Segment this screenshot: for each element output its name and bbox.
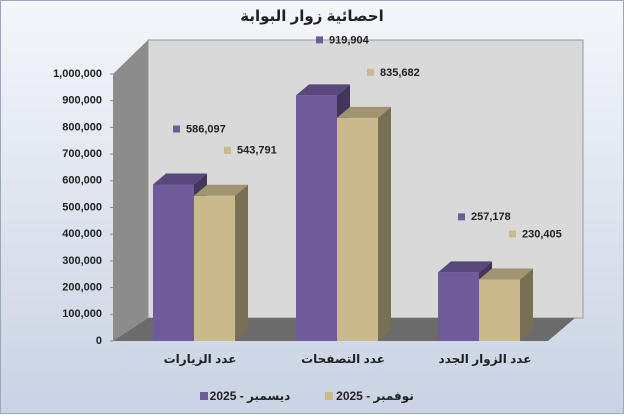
y-tick-label: 600,000 xyxy=(62,175,102,187)
bar-top xyxy=(296,84,350,96)
data-label: 586,097 xyxy=(186,123,226,135)
bar xyxy=(438,272,479,341)
legend-swatch xyxy=(325,392,333,400)
label-marker xyxy=(367,68,374,76)
bar-top xyxy=(153,173,207,185)
x-tick-label: عدد الزوار الجدد xyxy=(439,352,532,367)
y-tick-label: 300,000 xyxy=(62,255,102,267)
y-tick-label: 400,000 xyxy=(62,228,102,240)
bar xyxy=(479,279,520,341)
bar xyxy=(153,184,194,341)
label-marker xyxy=(173,125,180,133)
y-tick-label: 0 xyxy=(96,335,102,347)
label-marker xyxy=(224,146,231,154)
x-tick-label: عدد الزيارات xyxy=(164,352,237,366)
data-label: 835,682 xyxy=(380,67,420,79)
bar xyxy=(337,117,378,341)
legend-label: نوفمبر - 2025 xyxy=(336,389,414,404)
y-tick-label: 500,000 xyxy=(62,201,102,213)
label-marker xyxy=(509,230,516,238)
chart-title: احصائية زوار البوابة xyxy=(240,8,383,25)
legend-label: ديسمبر - 2025 xyxy=(210,389,291,403)
x-tick-label: عدد التصفحات xyxy=(301,352,385,366)
bar xyxy=(194,195,235,341)
data-label: 543,791 xyxy=(237,145,277,157)
data-label: 230,405 xyxy=(522,228,562,240)
y-tick-label: 800,000 xyxy=(62,121,102,133)
label-marker xyxy=(316,36,323,44)
bar-side xyxy=(378,106,391,341)
y-tick-label: 100,000 xyxy=(62,308,102,320)
data-label: 919,904 xyxy=(329,34,370,46)
y-tick-label: 1,000,000 xyxy=(53,68,102,80)
bar xyxy=(296,95,337,341)
y-tick-label: 900,000 xyxy=(62,95,102,107)
label-marker xyxy=(458,213,465,221)
bar-top xyxy=(337,106,391,118)
bar-top xyxy=(438,261,492,273)
bar-top xyxy=(479,268,533,280)
bar-side xyxy=(520,268,533,341)
data-label: 257,178 xyxy=(471,211,511,223)
side-wall xyxy=(113,40,148,341)
y-tick-label: 200,000 xyxy=(62,282,102,294)
bar-side xyxy=(235,184,248,341)
y-tick-label: 700,000 xyxy=(62,148,102,160)
legend-swatch xyxy=(200,392,208,400)
bar-top xyxy=(194,184,248,196)
